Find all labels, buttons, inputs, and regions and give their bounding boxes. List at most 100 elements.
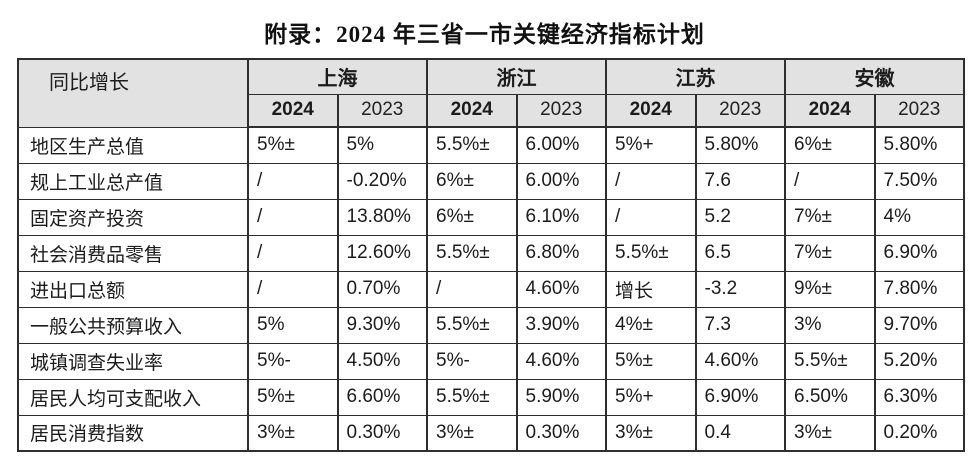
table-row: 进出口总额/0.70%/4.60% 增长 -3.2 9%± 7.80% — [17, 270, 965, 308]
indicator-cell: 居民人均可支配收入 — [17, 378, 249, 416]
table-row: 居民消费指数 3%± 0.30% 3%± 0.30% 3%± 0.4 3%± 0.20% — [17, 414, 965, 452]
value-cell: 6%± — [426, 198, 518, 236]
value-cell: 7.80% — [873, 270, 965, 308]
value-cell: 0.30% — [515, 414, 607, 452]
value-cell: 5%+ — [605, 126, 697, 164]
value-cell: / — [247, 162, 339, 200]
value-cell: 3% — [784, 306, 876, 344]
value-cell: 6.30% — [873, 378, 965, 416]
indicator-cell: 居民消费指数 — [17, 414, 249, 452]
value-cell: 6%± — [426, 162, 518, 200]
value-cell: 9.30% — [336, 306, 428, 344]
table-body: 地区生产总值 5%± 5% 5.5%± 6.00% 5%+ 5.80% 6%± 5.80% 规上工… — [17, 126, 965, 452]
value-cell: 5.5%± — [426, 126, 518, 164]
value-cell: 9.70% — [873, 306, 965, 344]
value-cell: 5%± — [247, 126, 339, 164]
value-cell: 6.00% — [515, 162, 607, 200]
table-row: 社会消费品零售/12.60% 5.5%± 6.80% 5.5%± 6.5 7%± 6.90% — [17, 234, 965, 272]
value-cell: -3.2 — [694, 270, 786, 308]
economic-indicators-table: 同比增长 上海 浙江 江苏 安徽 2024 2023 2024 2023 2024 202… — [17, 58, 965, 452]
value-cell: 5.2 — [694, 198, 786, 236]
corner-header: 同比增长 — [17, 58, 249, 128]
table-row: 居民人均可支配收入 5%± 6.60% 5.5%± 5.90% 5%+ 6.90% 6.50%… — [17, 378, 965, 416]
value-cell: 13.80% — [336, 198, 428, 236]
value-cell: 6.50% — [784, 378, 876, 416]
year-header: 2024 — [247, 93, 339, 128]
value-cell: 4.60% — [515, 342, 607, 380]
value-cell: 5.5%± — [784, 342, 876, 380]
value-cell: 0.30% — [336, 414, 428, 452]
value-cell: 12.60% — [336, 234, 428, 272]
value-cell: 3.90% — [515, 306, 607, 344]
value-cell: 3%± — [784, 414, 876, 452]
value-cell: 3%± — [247, 414, 339, 452]
value-cell: 5.80% — [694, 126, 786, 164]
value-cell: 5%- — [247, 342, 339, 380]
value-cell: 6.80% — [515, 234, 607, 272]
year-header: 2023 — [515, 93, 607, 128]
value-cell: / — [426, 270, 518, 308]
table-row: 地区生产总值 5%± 5% 5.5%± 6.00% 5%+ 5.80% 6%± 5.80% — [17, 126, 965, 164]
value-cell: / — [247, 270, 339, 308]
year-header-row: 2024 2023 2024 2023 2024 2023 2024 2023 — [18, 93, 965, 128]
page-title: 附录：2024 年三省一市关键经济指标计划 — [264, 22, 705, 47]
value-cell: 0.20% — [873, 414, 965, 452]
value-cell: 5.5%± — [426, 378, 518, 416]
indicator-cell: 规上工业总产值 — [17, 162, 249, 200]
indicator-cell: 社会消费品零售 — [17, 234, 249, 272]
value-cell: 7%± — [784, 198, 876, 236]
year-header: 2023 — [336, 93, 428, 128]
indicator-cell: 地区生产总值 — [17, 126, 249, 164]
province-header-jiangsu: 江苏 — [605, 58, 786, 95]
value-cell: 5% — [247, 306, 339, 344]
table-header: 同比增长 上海 浙江 江苏 安徽 2024 2023 2024 2023 2024 202… — [17, 58, 965, 128]
value-cell: 3%± — [605, 414, 697, 452]
value-cell: 0.4 — [694, 414, 786, 452]
province-header-row: 同比增长 上海 浙江 江苏 安徽 — [17, 58, 965, 128]
value-cell: / — [605, 198, 697, 236]
value-cell: 7.50% — [873, 162, 965, 200]
year-header: 2024 — [784, 93, 876, 128]
value-cell: 5%± — [605, 342, 697, 380]
value-cell: 7%± — [784, 234, 876, 272]
table-row: 城镇调查失业率 5%- 4.50% 5%- 4.60% 5%± 4.60% 5.5%± 5.20… — [17, 342, 965, 380]
indicator-cell: 城镇调查失业率 — [17, 342, 249, 380]
value-cell: 9%± — [784, 270, 876, 308]
year-header: 2023 — [873, 93, 965, 128]
value-cell: 4.60% — [515, 270, 607, 308]
year-header: 2024 — [605, 93, 697, 128]
value-cell: 5.80% — [873, 126, 965, 164]
indicator-cell: 固定资产投资 — [17, 198, 249, 236]
year-header: 2023 — [694, 93, 786, 128]
value-cell: 5.5%± — [426, 234, 518, 272]
value-cell: 4.60% — [694, 342, 786, 380]
value-cell: 5.5%± — [426, 306, 518, 344]
province-header-anhui: 安徽 — [784, 58, 965, 95]
value-cell: 增长 — [605, 270, 697, 308]
value-cell: / — [247, 234, 339, 272]
value-cell: 5%± — [247, 378, 339, 416]
value-cell: / — [605, 162, 697, 200]
value-cell: 6.5 — [694, 234, 786, 272]
value-cell: 5%+ — [605, 378, 697, 416]
table-row: 一般公共预算收入 5% 9.30% 5.5%± 3.90% 4%± 7.3 3% 9.70% — [17, 306, 965, 344]
value-cell: 6.10% — [515, 198, 607, 236]
value-cell: 6.90% — [873, 234, 965, 272]
indicator-cell: 一般公共预算收入 — [17, 306, 249, 344]
indicator-cell: 进出口总额 — [17, 270, 249, 308]
table-row: 规上工业总产值 / -0.20% 6%± 6.00%/7.6/7.50% — [17, 162, 965, 200]
value-cell: 3%± — [426, 414, 518, 452]
value-cell: 5.20% — [873, 342, 965, 380]
value-cell: 0.70% — [336, 270, 428, 308]
value-cell: 4.50% — [336, 342, 428, 380]
value-cell: 7.3 — [694, 306, 786, 344]
table-row: 固定资产投资/13.80% 6%± 6.10%/5.2 7%± 4% — [17, 198, 965, 236]
year-header: 2024 — [426, 93, 518, 128]
province-header-zhejiang: 浙江 — [426, 58, 607, 95]
value-cell: 5.5%± — [605, 234, 697, 272]
value-cell: 6.60% — [336, 378, 428, 416]
value-cell: 6%± — [784, 126, 876, 164]
value-cell: 4%± — [605, 306, 697, 344]
value-cell: 7.6 — [694, 162, 786, 200]
